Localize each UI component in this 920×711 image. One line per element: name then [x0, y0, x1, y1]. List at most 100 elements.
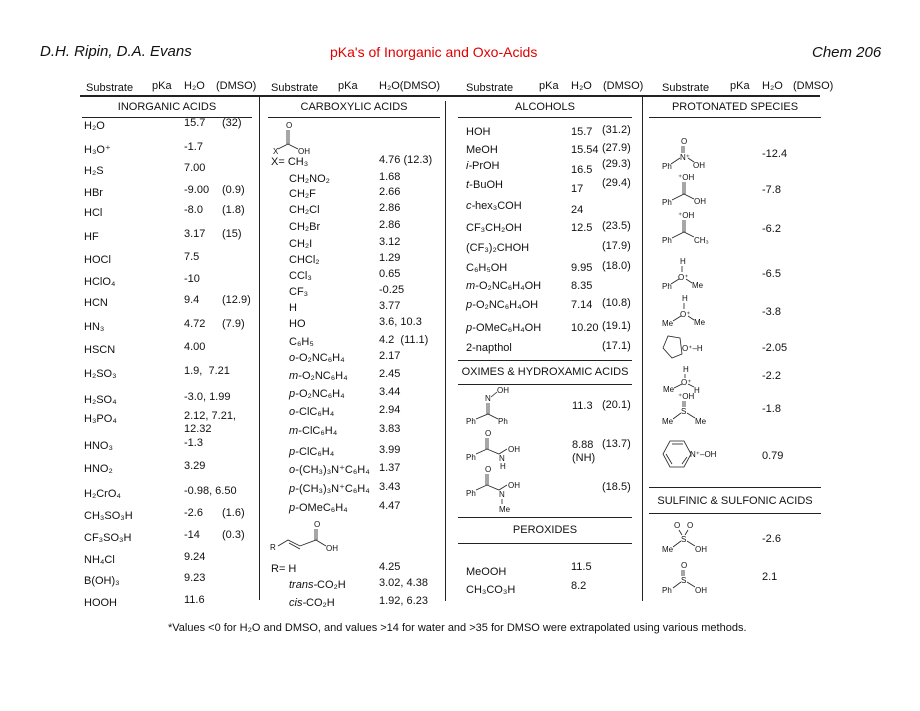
dmso-value: (13.7)	[602, 438, 631, 450]
svg-text:Ph: Ph	[662, 586, 672, 595]
svg-text:S: S	[681, 576, 686, 585]
dmso-value: (0.9)	[222, 184, 245, 196]
substituent-name: O₂NC₆H₄	[302, 370, 348, 382]
pka-value: -0.98, 6.50	[184, 485, 237, 497]
oxime-structure: N OH Ph Ph	[466, 386, 509, 426]
dmso-value: (10.8)	[602, 297, 631, 309]
svg-text:X: X	[273, 147, 279, 156]
substituent-prefix: o-	[289, 464, 299, 476]
pka-value: 3.17	[184, 228, 206, 240]
substrate-name: HF	[84, 231, 99, 243]
substituent-name: CH₂Cl	[289, 204, 320, 216]
substituent-name: CO₂H	[317, 579, 346, 591]
pka-value: 15.7	[571, 126, 593, 138]
substituent-prefix: p-	[289, 446, 299, 458]
pka-value: -2.05	[762, 342, 788, 354]
svg-text:O⁺–H: O⁺–H	[682, 344, 703, 353]
substituent-prefix: o-	[289, 406, 299, 418]
pyridine-n-oxide-structure: N⁺–OH	[662, 440, 717, 468]
pka-value: 1.92, 6.23	[379, 595, 428, 607]
substrate-name: HClO₄	[84, 276, 116, 288]
section-rule	[458, 360, 632, 361]
svg-text:O: O	[314, 520, 320, 529]
column-divider	[259, 97, 260, 600]
svg-text:H: H	[682, 294, 688, 303]
pka-value: -0.25	[379, 284, 405, 296]
methanesulfonic-acid-structure: O O S Me OH	[662, 521, 707, 554]
substrate-name: H₂SO₄	[84, 394, 117, 406]
substrate-name: HNO₃	[84, 440, 113, 452]
svg-text:Ph: Ph	[662, 162, 672, 171]
section-alcohols: ALCOHOLS	[515, 101, 575, 113]
substrate-name: H₃O⁺	[84, 144, 111, 156]
svg-text:N: N	[499, 454, 505, 463]
substrate-name: HNO₂	[84, 463, 113, 475]
col-substrate: Substrate	[662, 82, 710, 94]
pka-value: 3.02, 4.38	[379, 577, 428, 589]
pka-value: -3.0, 1.99	[184, 391, 231, 403]
section-rule	[458, 517, 632, 518]
pka-value: -2.6	[762, 533, 781, 545]
substrate-name: H₂SO₃	[84, 368, 117, 380]
nitro-structure: O N⁺ Ph OH	[662, 137, 705, 171]
svg-text:OH: OH	[695, 586, 707, 595]
substituent-name: X= CH₃	[271, 156, 309, 168]
substrate-name: H₂CrO₄	[84, 488, 121, 500]
substituent-prefix: o-	[289, 352, 299, 364]
svg-text:⁺OH: ⁺OH	[678, 211, 694, 220]
col-substrate: Substrate	[271, 82, 319, 94]
benzenesulfinic-acid-structure: O S Ph OH	[662, 561, 707, 595]
substituent-name: R= H	[271, 563, 297, 575]
svg-text:S: S	[681, 535, 686, 544]
substrate-name: HOH	[466, 126, 491, 138]
substrate-name: CH₃SO₃H	[84, 510, 133, 522]
substrate-name: H₂S	[84, 165, 104, 177]
svg-text:Me: Me	[663, 385, 675, 394]
pka-value: 7.00	[184, 162, 206, 174]
authors: D.H. Ripin, D.A. Evans	[40, 43, 192, 60]
section-oximes: OXIMES & HYDROXAMIC ACIDS	[461, 366, 629, 378]
svg-text:Me: Me	[695, 417, 707, 426]
dmso-value: (1.6)	[222, 507, 245, 519]
svg-text:Me: Me	[662, 417, 674, 426]
substituent-name: (CH₃)₃N⁺C₆H₄	[299, 483, 370, 495]
substrate-name: PrOH	[472, 160, 500, 172]
substrate-name: (CF₃)₂CHOH	[466, 242, 530, 254]
pka-value: 3.12	[379, 236, 401, 248]
substituent-name: CF₃	[289, 286, 309, 298]
pka-value: 3.44	[379, 386, 401, 398]
svg-text:Ph: Ph	[466, 417, 476, 426]
col-dmso: (DMSO)	[216, 80, 257, 92]
substituent-name: CH₂I	[289, 238, 313, 250]
substituent-prefix: p-	[289, 483, 299, 495]
substituent-name: CH₂Br	[289, 221, 321, 233]
section-rule	[458, 543, 632, 544]
pka-value: -1.7	[184, 141, 203, 153]
substituent-prefix: m-	[289, 425, 302, 437]
pka-value: 3.83	[379, 423, 401, 435]
section-rule	[82, 117, 252, 118]
page-title: pKa's of Inorganic and Oxo-Acids	[330, 44, 538, 60]
pka-value: 15.7	[184, 117, 206, 129]
carboxylic-acid-structure: O X OH	[273, 121, 310, 156]
column-divider	[445, 101, 446, 601]
pka-value: -1.3	[184, 437, 203, 449]
svg-text:O: O	[681, 561, 687, 570]
svg-text:OH: OH	[326, 544, 338, 553]
pka-value: -12.4	[762, 148, 788, 160]
substituent-prefix: m-	[466, 280, 479, 292]
substrate-name: HSCN	[84, 344, 116, 356]
pka-value: 3.43	[379, 481, 401, 493]
pka-value: 2.66	[379, 186, 401, 198]
col-h2o: H₂O	[184, 80, 205, 92]
svg-text:O⁺: O⁺	[678, 273, 688, 282]
pka-value: 1.9, 7.21	[184, 365, 230, 377]
svg-text:OH: OH	[298, 147, 310, 156]
substrate-name: O₂NC₆H₄OH	[476, 299, 539, 311]
substrate-name: 2-napthol	[466, 342, 512, 354]
section-rule	[649, 117, 821, 118]
pka-value: 3.29	[184, 460, 206, 472]
pka-value: 7.14	[571, 299, 593, 311]
pka-value: 0.79	[762, 450, 784, 462]
pka-value: 2.94	[379, 404, 401, 416]
